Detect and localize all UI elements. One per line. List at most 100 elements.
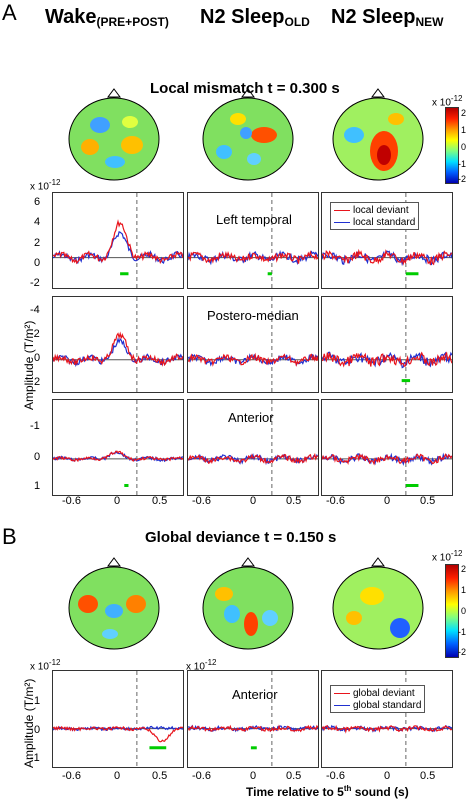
xtick-b: 0.5: [286, 770, 302, 782]
plot-a-r2-c1: [52, 296, 184, 393]
plot-a-r1-c2: [187, 192, 319, 289]
colorbar-a-tick: -2: [458, 174, 467, 184]
colorbar-a-tick: 2: [461, 108, 467, 118]
plot-canvas: [53, 671, 183, 767]
plot-canvas: [53, 297, 183, 392]
xtick-a: 0.5: [286, 495, 302, 507]
xtick-a: -0.6: [62, 495, 81, 507]
topomap-n2-old-a: [202, 88, 294, 181]
standard-trace: [53, 230, 183, 264]
deviant-trace: [53, 450, 183, 463]
panel-a-letter: A: [2, 0, 17, 25]
deviant-trace: [53, 219, 183, 265]
colorbar-a: [445, 107, 459, 184]
ytick: -4: [30, 304, 40, 316]
plot-canvas: [322, 400, 452, 495]
colorbar-b: [445, 564, 459, 658]
deviant-trace: [53, 725, 183, 743]
plot-canvas: [188, 671, 318, 767]
plot-canvas: [188, 400, 318, 495]
legend-item-global-deviant: global deviant: [334, 687, 421, 699]
column-title-wake: Wake(PRE+POST): [45, 6, 169, 29]
section-a-title: Local mismatch t = 0.300 s: [150, 80, 340, 97]
ytick: 0: [34, 451, 41, 463]
ytick-b: 0: [34, 724, 41, 736]
row-label-postero-median: Postero-median: [207, 308, 299, 323]
colorbar-b-tick: 0: [461, 606, 467, 616]
ytick: 0: [34, 352, 41, 364]
colorbar-b-tick: -1: [458, 627, 467, 637]
xtick-b: 0: [250, 770, 257, 782]
deviant-trace: [322, 351, 452, 368]
xtick-a: 0.5: [152, 495, 168, 507]
topomap-wake-a: [68, 88, 160, 181]
topomap-wake-b: [68, 557, 160, 650]
xtick-a: 0: [384, 495, 391, 507]
xtick-b: 0: [114, 770, 121, 782]
colorbar-a-exponent: x 10-12: [432, 94, 463, 109]
deviant-trace: [322, 724, 452, 734]
deviant-trace: [322, 453, 452, 466]
plot-a-r2-c3: [321, 296, 453, 393]
ytick: 2: [34, 237, 41, 249]
plot-b-c1: [52, 670, 184, 768]
section-b-title: Global deviance t = 0.150 s: [145, 529, 337, 546]
row-label-anterior: Anterior: [228, 410, 274, 425]
xtick-a: -0.6: [192, 495, 211, 507]
colorbar-b-tick: -2: [458, 647, 467, 657]
deviant-trace: [188, 724, 318, 733]
legend-item-global-standard: global standard: [334, 699, 421, 711]
colorbar-a-tick: 1: [461, 125, 467, 135]
panel-b-letter: B: [2, 524, 17, 549]
standard-trace: [188, 452, 318, 466]
standard-trace: [188, 724, 318, 733]
standard-trace: [53, 725, 183, 732]
plot-a-r3-c2: [187, 399, 319, 496]
deviant-trace: [53, 331, 183, 367]
xtick-a: 0.5: [420, 495, 436, 507]
ytick: 1: [34, 480, 41, 492]
plot-a-r3-c1: [52, 399, 184, 496]
ytick: 4: [34, 216, 41, 228]
deviant-trace: [188, 250, 318, 264]
xtick-b: -0.6: [192, 770, 211, 782]
xtick-b: -0.6: [62, 770, 81, 782]
row-label-left-temporal: Left temporal: [216, 212, 292, 227]
legend-item-standard: local standard: [334, 216, 415, 228]
topomap-n2-new-a: [332, 88, 424, 181]
xtick-a: -0.6: [326, 495, 345, 507]
colorbar-a-tick: -1: [458, 159, 467, 169]
x-axis-label: Time relative to 5th sound (s): [246, 784, 409, 799]
plot-b-c2: [187, 670, 319, 768]
y-exponent-b: x 10-12: [30, 658, 61, 673]
plot-canvas: [188, 193, 318, 288]
xtick-b: 0: [384, 770, 391, 782]
plot-canvas: [53, 193, 183, 288]
colorbar-b-exponent: x 10-12: [432, 549, 463, 564]
topomap-n2-new-b: [332, 557, 424, 650]
ytick: -1: [30, 420, 40, 432]
plot-canvas: [188, 297, 318, 392]
colorbar-a-tick: 0: [461, 142, 467, 152]
ytick: 6: [34, 196, 41, 208]
ytick: 2: [34, 376, 41, 388]
y-exponent-b-mid: x 10-12: [186, 658, 217, 673]
legend-item-deviant: local deviant: [334, 204, 415, 216]
row-label-anterior-b: Anterior: [232, 687, 278, 702]
colorbar-b-tick: 1: [461, 585, 467, 595]
ytick-b: 1: [34, 695, 41, 707]
xtick-b: 0.5: [420, 770, 436, 782]
ytick: 0: [34, 257, 41, 269]
column-title-n2-old: N2 SleepOLD: [200, 6, 310, 29]
ytick: -2: [30, 277, 40, 289]
plot-a-r1-c1: [52, 192, 184, 289]
standard-trace: [53, 337, 183, 368]
xtick-b: -0.6: [326, 770, 345, 782]
plot-a-r2-c2: [187, 296, 319, 393]
deviant-trace: [188, 352, 318, 367]
legend-b: global deviant global standard: [330, 685, 426, 713]
legend-a: local deviant local standard: [330, 202, 420, 230]
colorbar-b-tick: 2: [461, 564, 467, 574]
plot-canvas: [322, 297, 452, 392]
xtick-a: 0: [250, 495, 257, 507]
